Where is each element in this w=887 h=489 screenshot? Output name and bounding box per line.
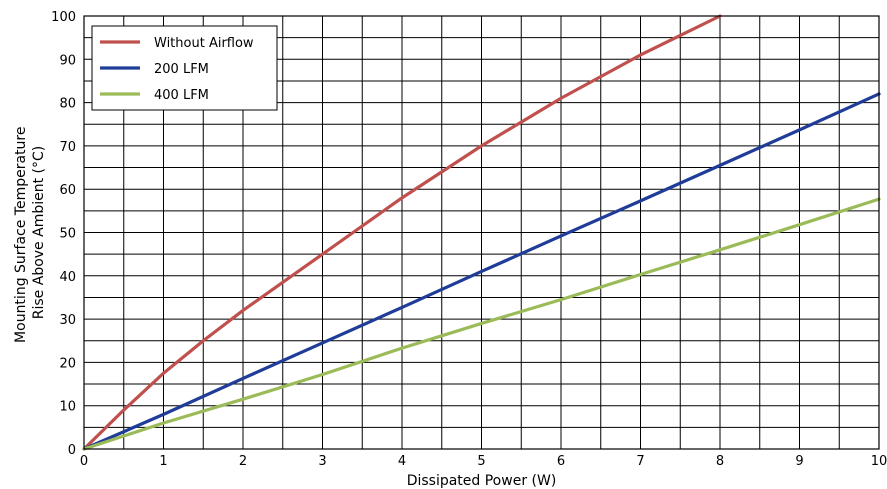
y-tick-label: 20 [59, 356, 76, 371]
y-tick-label: 10 [59, 400, 76, 415]
legend: Without Airflow 200 LFM 400 LFM [91, 25, 278, 111]
y-axis-title: Mounting Surface Temperature Rise Above … [13, 122, 47, 343]
plot-frame [83, 15, 880, 450]
series-line-0 [82, 14, 722, 451]
x-tick-label: 6 [557, 454, 565, 469]
x-tick-label: 4 [398, 454, 406, 469]
legend-label: 200 LFM [154, 62, 209, 77]
x-tick-labels: 0 1 2 3 4 5 6 7 8 9 10 [80, 454, 887, 469]
x-tick-label: 1 [159, 454, 167, 469]
x-tick-label: 10 [871, 454, 887, 469]
y-tick-label: 0 [68, 443, 76, 458]
y-axis-title-line-1: Mounting Surface Temperature [13, 127, 29, 343]
x-tick-label: 0 [80, 454, 88, 469]
y-tick-label: 90 [59, 53, 76, 68]
x-tick-label: 7 [636, 454, 644, 469]
series-lines [82, 14, 881, 451]
x-tick-label: 5 [477, 454, 485, 469]
y-tick-label: 40 [59, 270, 76, 285]
y-tick-label: 50 [59, 227, 76, 242]
x-axis-title: Dissipated Power (W) [407, 473, 557, 489]
y-tick-label: 30 [59, 313, 76, 328]
y-tick-labels: 0 10 20 30 40 50 60 70 80 90 100 [51, 10, 76, 458]
legend-label: Without Airflow [154, 36, 254, 51]
x-tick-label: 2 [239, 454, 247, 469]
legend-label: 400 LFM [154, 88, 209, 103]
y-axis-title-line-2: Rise Above Ambient (°C) [31, 146, 47, 319]
grid [83, 15, 880, 450]
y-tick-label: 60 [59, 183, 76, 198]
y-tick-label: 100 [51, 10, 76, 25]
series-line-2 [82, 197, 881, 451]
x-tick-label: 8 [716, 454, 724, 469]
y-tick-label: 80 [59, 97, 76, 112]
x-tick-label: 3 [318, 454, 326, 469]
y-tick-label: 70 [59, 140, 76, 155]
series-line-1 [82, 92, 881, 451]
x-tick-label: 9 [795, 454, 803, 469]
